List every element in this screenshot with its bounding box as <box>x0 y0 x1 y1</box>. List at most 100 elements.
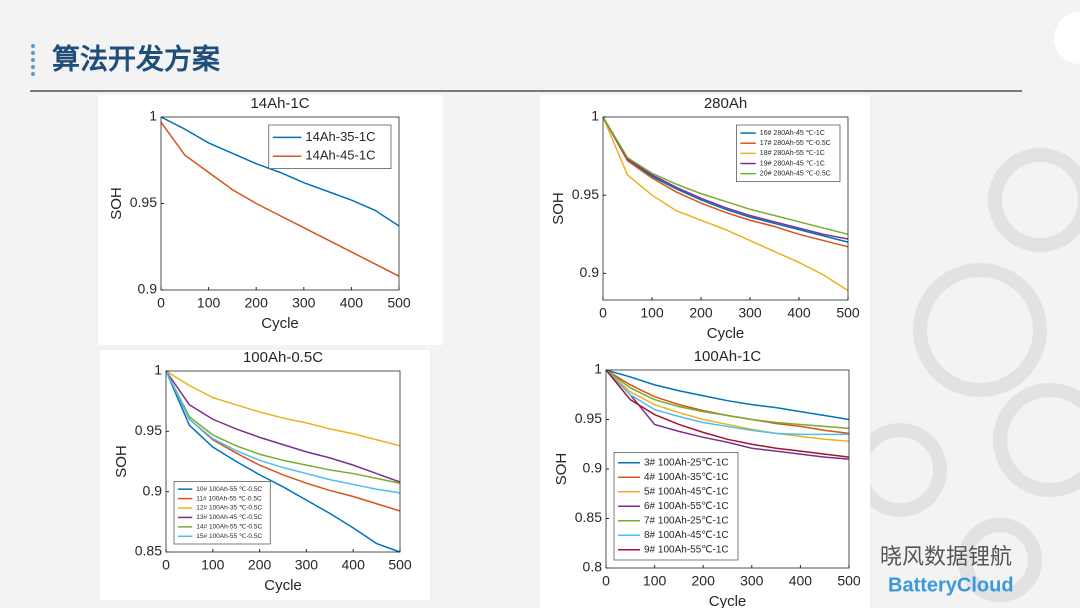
series-line <box>165 370 401 553</box>
series-line <box>160 121 400 277</box>
series-line <box>605 369 849 436</box>
x-tick-label: 400 <box>789 573 813 589</box>
y-tick-label: 0.95 <box>572 186 599 202</box>
series-line <box>165 370 401 483</box>
legend-label: 3# 100Ah-25℃-1C <box>644 457 729 468</box>
x-tick-label: 100 <box>201 557 225 573</box>
x-tick-label: 100 <box>640 305 664 321</box>
x-tick-label: 300 <box>738 305 762 321</box>
legend-label: 17# 280Ah-55 ℃-0.5C <box>760 140 831 147</box>
series-line <box>165 370 401 484</box>
legend-box <box>268 124 392 170</box>
x-tick-label: 200 <box>245 295 269 311</box>
legend-box <box>173 481 271 545</box>
x-tick-label: 300 <box>740 573 764 589</box>
series-line <box>605 369 850 460</box>
x-tick-label: 500 <box>836 305 860 321</box>
background-rings <box>853 148 1080 602</box>
legend-label: 19# 280Ah-45 ℃-1C <box>760 160 825 167</box>
chart: 0 100 200 300 400 500 0.9 0.95 1 280Ah Cycle SOH 16#… <box>540 95 870 350</box>
chart-title: 280Ah <box>704 95 747 112</box>
figure-bg <box>100 350 430 600</box>
chart-title: 100Ah-1C <box>694 348 762 365</box>
series-line <box>165 370 401 447</box>
series-line <box>165 370 401 494</box>
y-tick-label: 0.85 <box>575 509 602 525</box>
x-tick-label: 200 <box>692 573 716 589</box>
y-tick-label: 0.9 <box>138 281 158 297</box>
legend-label: 8# 100Ah-45℃-1C <box>644 530 729 541</box>
x-axis-label: Cycle <box>707 325 745 342</box>
chart: 0 100 200 300 400 500 0.9 0.95 1 14Ah-1C Cycle SOH 1… <box>98 95 443 345</box>
x-tick-label: 100 <box>197 295 221 311</box>
y-tick-label: 0.9 <box>580 264 600 280</box>
corner-button <box>1054 12 1080 64</box>
legend-label: 15# 100Ah-55 ℃-0.5C <box>196 533 262 540</box>
legend-label: 20# 280Ah-45 ℃-0.5C <box>760 171 831 178</box>
y-axis-label: SOH <box>113 445 130 478</box>
x-tick-label: 400 <box>342 557 366 573</box>
y-tick-label: 1 <box>149 108 157 124</box>
legend-label: 16# 280Ah-45 ℃-1C <box>760 130 825 137</box>
x-tick-label: 100 <box>643 573 667 589</box>
x-tick-label: 400 <box>787 305 811 321</box>
series-line <box>602 116 849 240</box>
legend-label: 7# 100Ah-25℃-1C <box>644 515 729 526</box>
y-tick-label: 0.9 <box>143 482 163 498</box>
legend-label: 14# 100Ah-55 ℃-0.5C <box>196 524 262 531</box>
y-axis-label: SOH <box>550 192 567 225</box>
y-tick-label: 1 <box>154 362 162 378</box>
y-axis-label: SOH <box>108 187 125 220</box>
series-line <box>160 116 400 227</box>
x-tick-label: 300 <box>292 295 316 311</box>
series-line <box>602 116 849 243</box>
legend-label: 10# 100Ah-55 ℃-0.5C <box>196 486 262 493</box>
series-line <box>602 116 849 292</box>
legend-label: 13# 100Ah-45 ℃-0.5C <box>196 514 262 521</box>
x-axis-label: Cycle <box>264 577 302 594</box>
y-tick-label: 0.8 <box>583 559 603 575</box>
x-tick-label: 0 <box>599 305 607 321</box>
series-line <box>605 369 850 421</box>
title-dots <box>31 44 35 76</box>
legend-label: 11# 100Ah-55 ℃-0.5C <box>196 495 262 502</box>
axes-box <box>602 116 849 301</box>
x-axis-label: Cycle <box>709 593 747 608</box>
series-line <box>602 116 849 236</box>
y-tick-label: 0.95 <box>135 422 162 438</box>
legend-label: 14Ah-45-1C <box>305 148 375 163</box>
y-tick-label: 1 <box>594 361 602 377</box>
y-tick-label: 1 <box>591 108 599 124</box>
x-tick-label: 200 <box>248 557 272 573</box>
x-tick-label: 0 <box>602 573 610 589</box>
x-tick-label: 300 <box>295 557 319 573</box>
logo: BatteryCloud <box>888 574 1014 596</box>
x-tick-label: 500 <box>387 295 411 311</box>
legend-label: 14Ah-35-1C <box>305 129 375 144</box>
chart-title: 14Ah-1C <box>250 95 309 112</box>
x-tick-label: 500 <box>837 573 861 589</box>
legend-label: 4# 100Ah-35℃-1C <box>644 472 729 483</box>
series-line <box>605 369 850 458</box>
legend-label: 5# 100Ah-45℃-1C <box>644 486 729 497</box>
x-tick-label: 400 <box>340 295 364 311</box>
y-tick-label: 0.95 <box>575 410 602 426</box>
y-tick-label: 0.95 <box>130 194 157 210</box>
chart-title: 100Ah-0.5C <box>243 349 323 366</box>
series-line <box>602 116 849 248</box>
legend-label: 18# 280Ah-55 ℃-1C <box>760 150 825 157</box>
axes-box <box>165 370 401 553</box>
legend-label: 12# 100Ah-35 ℃-0.5C <box>196 505 262 512</box>
x-axis-label: Cycle <box>261 315 299 332</box>
x-tick-label: 200 <box>689 305 713 321</box>
watermark: 晓风数据锂航 <box>880 544 1012 569</box>
y-tick-label: 0.85 <box>135 543 162 559</box>
x-tick-label: 0 <box>157 295 165 311</box>
series-line <box>605 369 850 430</box>
legend-label: 9# 100Ah-55℃-1C <box>644 544 729 555</box>
slide-title: 算法开发方案 <box>52 42 221 74</box>
y-tick-label: 0.9 <box>583 460 603 476</box>
chart: 0 100 200 300 400 500 0.8 0.85 0.9 0.95 1 100Ah-1C C… <box>540 348 870 608</box>
